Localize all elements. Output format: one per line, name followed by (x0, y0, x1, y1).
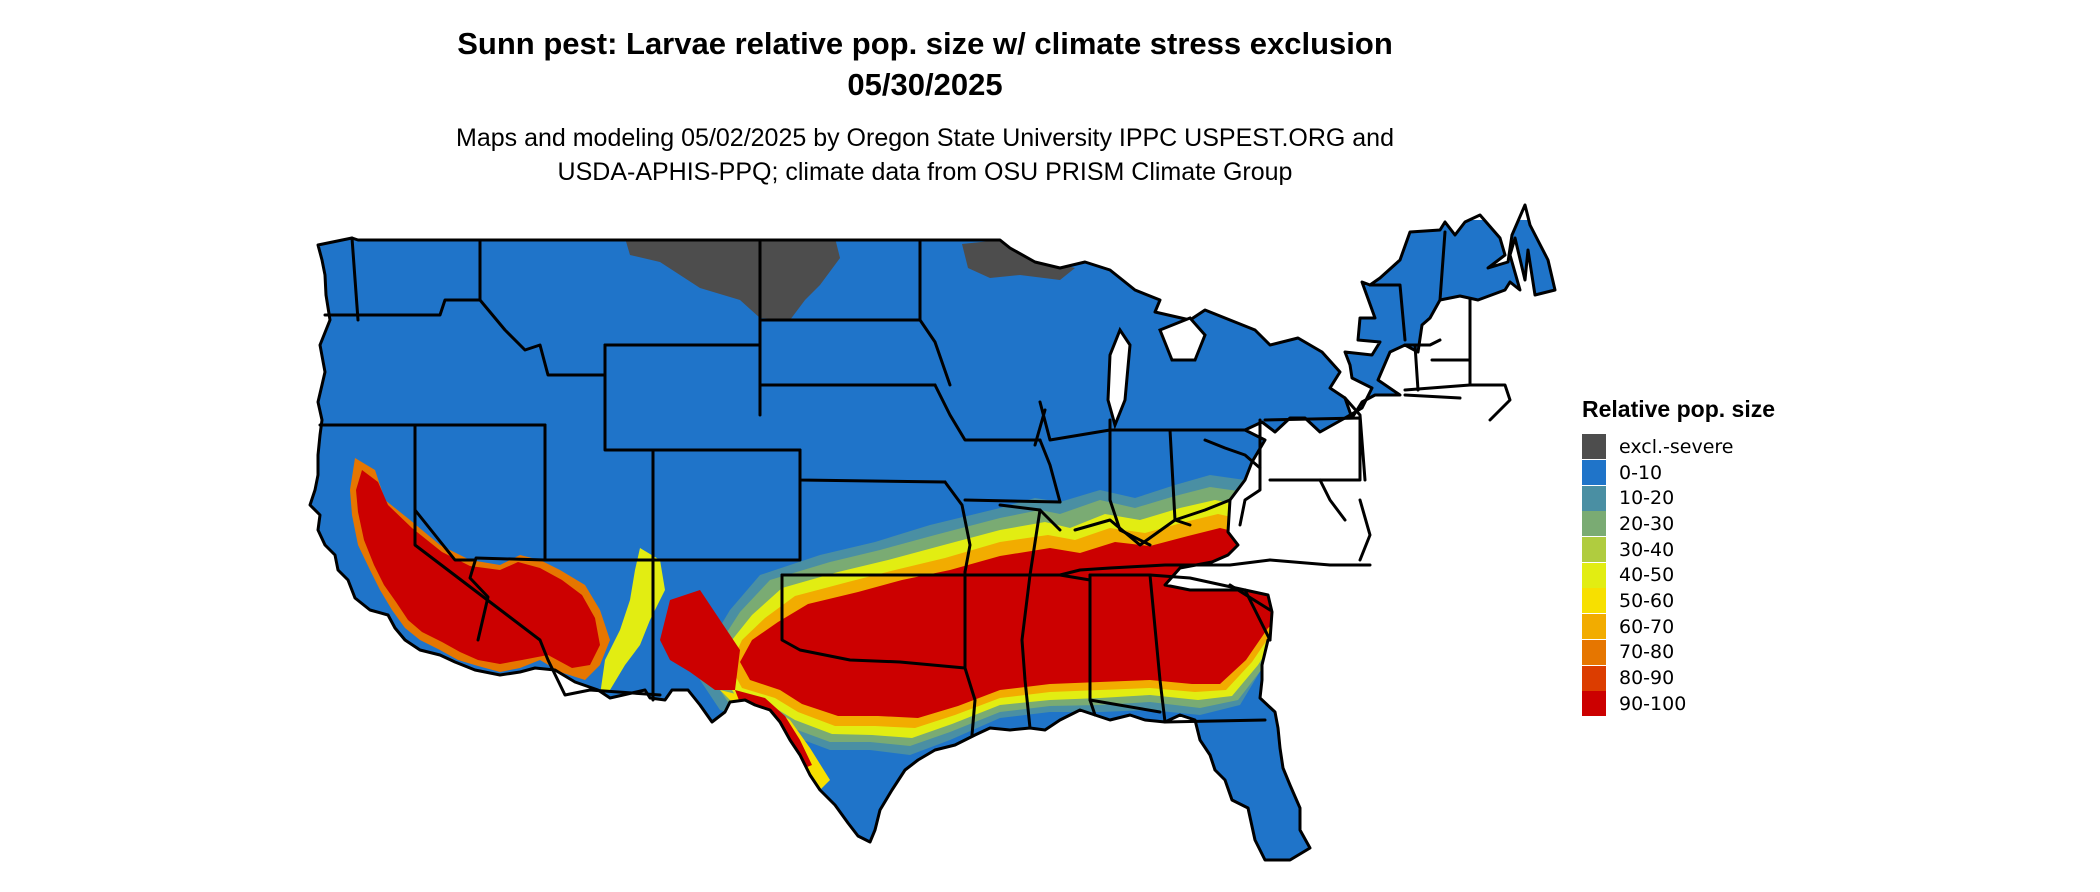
legend-item-60-70: 60-70 (1582, 614, 1902, 640)
legend-item-30-40: 30-40 (1582, 537, 1902, 563)
legend-swatch (1582, 614, 1606, 640)
legend-label: 40-50 (1619, 564, 1675, 587)
legend-item-10-20: 10-20 (1582, 485, 1902, 511)
legend-swatch (1582, 665, 1606, 691)
legend-item-20-30: 20-30 (1582, 511, 1902, 537)
legend-swatch (1582, 562, 1606, 588)
southwest-suitability (350, 458, 740, 695)
map-subtitle-line2: USDA-APHIS-PPQ; climate data from OSU PR… (557, 158, 1293, 186)
legend-item-40-50: 40-50 (1582, 562, 1902, 588)
map-date: 05/30/2025 (847, 67, 1003, 102)
legend-title: Relative pop. size (1582, 396, 1776, 422)
legend-swatch (1582, 588, 1606, 614)
great-lakes (1106, 316, 1207, 430)
legend-swatch (1582, 691, 1606, 717)
legend-label: 90-100 (1619, 692, 1687, 715)
legend-swatch (1582, 511, 1606, 537)
legend-label: 30-40 (1619, 538, 1675, 561)
legend-swatch (1582, 537, 1606, 563)
legend-label: 0-10 (1619, 461, 1663, 484)
map-title: Sunn pest: Larvae relative pop. size w/ … (457, 26, 1393, 61)
legend-label: excl.-severe (1619, 435, 1734, 458)
legend-label: 10-20 (1619, 487, 1675, 510)
legend-item-80-90: 80-90 (1582, 665, 1902, 691)
state-borders (308, 203, 1557, 862)
legend-swatch (1582, 485, 1606, 511)
legend-item-excl-severe: excl.-severe (1582, 434, 1902, 460)
legend-swatch (1582, 460, 1606, 486)
legend-label: 20-30 (1619, 512, 1675, 535)
legend-label: 80-90 (1619, 667, 1675, 690)
legend-label: 60-70 (1619, 615, 1675, 638)
legend-swatch (1582, 434, 1606, 460)
map-subtitle-line1: Maps and modeling 05/02/2025 by Oregon S… (456, 124, 1394, 152)
legend-item-70-80: 70-80 (1582, 639, 1902, 666)
excluded-areas (625, 238, 1075, 320)
legend-label: 70-80 (1619, 641, 1675, 664)
legend-item-0-10: 0-10 (1582, 460, 1902, 486)
legend-label: 50-60 (1619, 589, 1675, 612)
legend-item-50-60: 50-60 (1582, 588, 1902, 614)
legend-swatch (1582, 639, 1606, 665)
legend: Relative pop. size excl.-severe 0-10 10-… (1582, 394, 1902, 717)
legend-item-90-100: 90-100 (1582, 691, 1902, 717)
